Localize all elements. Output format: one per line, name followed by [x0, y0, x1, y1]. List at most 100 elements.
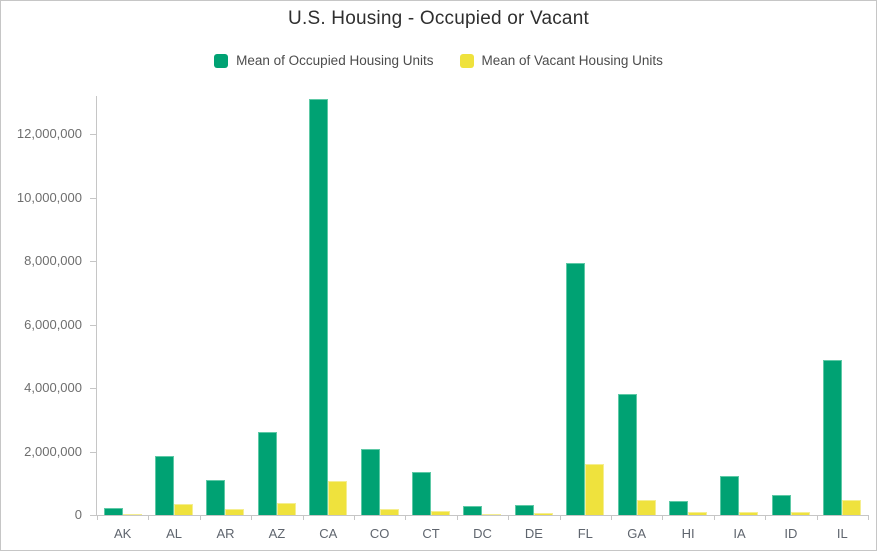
x-axis-tick — [868, 515, 869, 520]
bar-vacant-ID[interactable] — [790, 512, 810, 515]
bar-occupied-AZ[interactable] — [257, 431, 277, 515]
y-axis-tick — [90, 324, 96, 326]
bar-occupied-CT[interactable] — [412, 472, 432, 515]
bar-vacant-CT[interactable] — [431, 510, 451, 515]
y-axis-tick-label: 4,000,000 — [24, 380, 82, 396]
y-axis-tick — [90, 197, 96, 199]
x-axis-label-DE: DE — [524, 526, 543, 541]
bar-group-CT — [405, 96, 456, 515]
x-axis-label-IA: IA — [733, 526, 746, 541]
x-axis-label-GA: GA — [627, 526, 647, 541]
x-axis-tick — [765, 515, 767, 520]
x-axis-label-CO: CO — [369, 526, 390, 541]
bar-occupied-DC[interactable] — [463, 506, 483, 515]
bar-vacant-FL[interactable] — [585, 464, 605, 515]
bar-occupied-DE[interactable] — [514, 504, 534, 515]
bar-vacant-IL[interactable] — [842, 500, 862, 515]
bar-vacant-AR[interactable] — [225, 509, 245, 515]
x-axis-label-CA: CA — [319, 526, 338, 541]
y-axis-tick — [90, 261, 96, 263]
x-axis-label-DC: DC — [473, 526, 492, 541]
x-axis-label-AR: AR — [216, 526, 235, 541]
bar-group-IL — [817, 96, 868, 515]
bar-vacant-CO[interactable] — [379, 508, 399, 515]
x-axis-tick — [713, 515, 715, 520]
bar-group-HI — [662, 96, 713, 515]
bar-group-IA — [714, 96, 765, 515]
bar-occupied-CO[interactable] — [360, 448, 380, 515]
y-axis-tick-label: 2,000,000 — [24, 443, 82, 459]
bar-occupied-IA[interactable] — [720, 475, 740, 515]
x-axis-tick — [456, 515, 458, 520]
x-axis-label-CT: CT — [422, 526, 440, 541]
x-axis-tick — [559, 515, 561, 520]
bar-vacant-AZ[interactable] — [276, 503, 296, 515]
bar-vacant-GA[interactable] — [636, 500, 656, 515]
bar-occupied-GA[interactable] — [617, 394, 637, 515]
occupied-swatch-icon — [214, 53, 229, 68]
bar-group-DC — [457, 96, 508, 515]
bar-occupied-AK[interactable] — [103, 508, 123, 515]
y-axis-tick — [90, 451, 96, 453]
x-axis-label-AK: AK — [114, 526, 132, 541]
x-axis-tick — [302, 515, 304, 520]
bar-group-AL — [148, 96, 199, 515]
bar-group-GA — [611, 96, 662, 515]
y-axis-tick — [90, 134, 96, 136]
legend-item-occupied[interactable]: Mean of Occupied Housing Units — [214, 53, 434, 68]
bar-group-FL — [560, 96, 611, 515]
bar-occupied-ID[interactable] — [771, 495, 791, 515]
legend-label-occupied: Mean of Occupied Housing Units — [236, 53, 434, 68]
bar-group-DE — [508, 96, 559, 515]
x-axis-label-HI: HI — [681, 526, 695, 541]
y-axis-tick-label: 0 — [74, 507, 82, 522]
bar-occupied-IL[interactable] — [823, 360, 843, 515]
bar-vacant-DC[interactable] — [482, 513, 502, 515]
x-axis-label-AL: AL — [166, 526, 183, 541]
legend-item-vacant[interactable]: Mean of Vacant Housing Units — [459, 53, 663, 68]
bar-occupied-AL[interactable] — [155, 455, 175, 515]
x-axis-tick — [508, 515, 510, 520]
vacant-swatch-icon — [459, 53, 474, 68]
x-axis-tick — [662, 515, 664, 520]
x-axis-tick — [148, 515, 150, 520]
x-axis-tick — [353, 515, 355, 520]
x-axis-tick — [199, 515, 201, 520]
x-axis-tick — [816, 515, 818, 520]
y-axis-tick — [90, 388, 96, 390]
plot-area: 0 2,000,000 4,000,000 6,000,000 8,000,000 10,… — [17, 96, 869, 541]
bar-group-CO — [354, 96, 405, 515]
bar-occupied-FL[interactable] — [566, 263, 586, 515]
y-axis-tick — [90, 515, 96, 516]
bar-group-ID — [765, 96, 816, 515]
y-axis-tick-label: 8,000,000 — [24, 253, 82, 269]
bar-vacant-AL[interactable] — [174, 503, 194, 515]
y-axis-tick-label: 12,000,000 — [16, 126, 82, 142]
x-axis-tick — [97, 515, 98, 520]
x-axis-tick — [405, 515, 407, 520]
bar-occupied-AR[interactable] — [206, 480, 226, 515]
bar-occupied-HI[interactable] — [669, 501, 689, 515]
y-axis-tick-label: 6,000,000 — [24, 316, 82, 332]
bar-group-AK — [97, 96, 148, 515]
legend-label-vacant: Mean of Vacant Housing Units — [481, 53, 663, 68]
bar-group-AZ — [251, 96, 302, 515]
bar-vacant-IA[interactable] — [739, 511, 759, 515]
bar-vacant-CA[interactable] — [328, 481, 348, 515]
bar-vacant-HI[interactable] — [688, 512, 708, 515]
y-axis-tick-label: 10,000,000 — [16, 189, 82, 205]
x-axis-label-ID: ID — [784, 526, 798, 541]
x-axis-tick — [610, 515, 612, 520]
x-axis-label-IL: IL — [836, 526, 848, 541]
bar-group-AR — [200, 96, 251, 515]
bar-occupied-CA[interactable] — [309, 99, 329, 515]
legend: Mean of Occupied Housing Units Mean of V… — [1, 53, 876, 68]
x-axis-label-AZ: AZ — [268, 526, 286, 541]
bar-group-CA — [303, 96, 354, 515]
x-axis-tick — [251, 515, 253, 520]
bar-vacant-DE[interactable] — [533, 512, 553, 515]
chart-title: U.S. Housing - Occupied or Vacant — [288, 8, 589, 29]
x-axis-label-FL: FL — [577, 526, 593, 541]
bar-vacant-AK[interactable] — [122, 513, 142, 515]
